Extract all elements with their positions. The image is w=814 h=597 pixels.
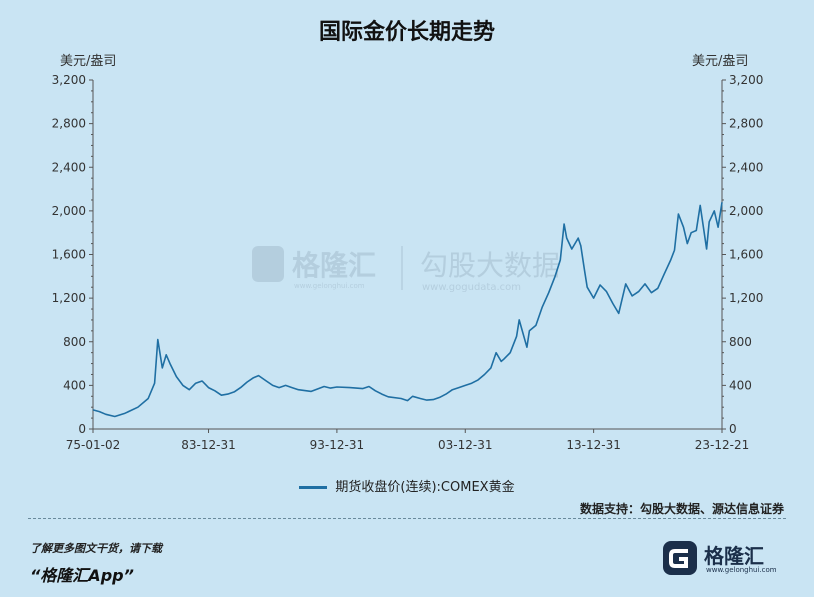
y-tick-label-right: 3,200 [729,73,763,87]
x-tick-label: 83-12-31 [181,438,235,452]
logo-icon [663,541,697,575]
watermark: 格隆汇 www.gelonghui.com 勾股大数据 www.gogudata… [252,246,560,293]
y-tick-label-right: 400 [729,378,752,392]
chart-title: 国际金价长期走势 [318,20,495,45]
series-line-comex-gold [92,202,723,418]
legend-swatch [299,486,328,489]
y-tick-label-right: 1,200 [729,291,763,305]
logo-text: 格隆汇 [704,544,764,568]
y-tick-label-left: 1,600 [52,248,86,262]
legend-label: 期货收盘价(连续):COMEX黄金 [335,480,515,495]
x-tick-label: 93-12-31 [310,438,364,452]
watermark-brand: 格隆汇 [292,249,376,282]
y-tick-label-left: 400 [63,378,86,392]
footer-app-name: “格隆汇App” [30,566,134,585]
x-tick-label: 23-12-21 [695,438,749,452]
x-tick-label: 03-12-31 [438,438,492,452]
y-tick-label-left: 3,200 [52,73,86,87]
y-tick-label-right: 0 [729,422,737,436]
watermark-brand2-url: www.gogudata.com [422,282,521,293]
watermark-brand2: 勾股大数据 [420,249,560,282]
y-tick-label-left: 1,200 [52,291,86,305]
right-axis-unit: 美元/盎司 [692,54,749,69]
watermark-brand-url: www.gelonghui.com [294,282,365,290]
footer-cta: 了解更多图文干货，请下载 [30,542,162,555]
y-tick-label-right: 2,400 [729,160,763,174]
y-tick-label-left: 2,000 [52,204,86,218]
legend: 期货收盘价(连续):COMEX黄金 [0,476,814,495]
left-axis-unit: 美元/盎司 [60,54,117,69]
data-source: 数据支持：勾股大数据、源达信息证券 [579,502,784,516]
y-tick-label-right: 2,800 [729,117,763,131]
y-tick-label-right: 1,600 [729,248,763,262]
ticks: 0 0 400 400 800 800 1,200 1,200 1,600 1,600 2,000 2… [52,73,764,452]
footer-logo[interactable]: 格隆汇 www.gelonghui.com [660,538,790,580]
watermark-logo-icon [252,246,284,282]
logo-url: www.gelonghui.com [706,566,777,574]
y-tick-label-right: 800 [729,335,752,349]
divider [28,518,786,519]
y-tick-label-left: 2,400 [52,160,86,174]
y-tick-label-right: 2,000 [729,204,763,218]
x-tick-label: 13-12-31 [566,438,620,452]
y-tick-label-left: 800 [63,335,86,349]
y-tick-label-left: 2,800 [52,117,86,131]
axes [92,80,723,430]
y-tick-label-left: 0 [78,422,86,436]
x-tick-label: 75-01-02 [66,438,120,452]
